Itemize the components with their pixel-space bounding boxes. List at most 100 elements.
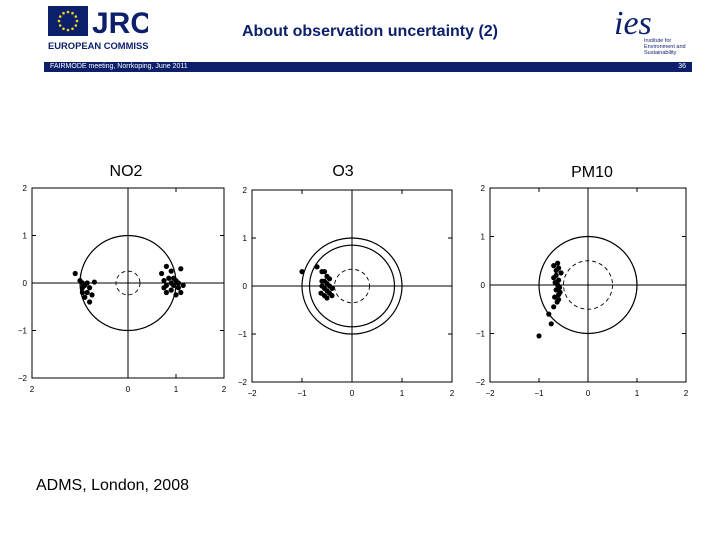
data-point (558, 270, 564, 276)
data-point (79, 280, 85, 286)
data-point (175, 280, 181, 286)
eu-star-icon (62, 11, 65, 15)
data-point (318, 290, 324, 296)
eu-star-icon (74, 24, 78, 27)
x-tick-label: 2 (450, 389, 455, 398)
data-point (329, 285, 335, 291)
data-point (551, 263, 557, 269)
x-tick-label: 1 (174, 385, 179, 394)
y-tick-label: −1 (476, 330, 486, 339)
data-point (87, 285, 93, 291)
x-tick-label: 2 (222, 385, 227, 394)
y-tick-label: −2 (18, 374, 28, 383)
ies-logo-line-1: Institute for (644, 38, 671, 44)
data-point (551, 304, 557, 310)
x-tick-label: −1 (534, 389, 544, 398)
footer-bar: FAIRMODE meeting, Norrkoping, June 2011 … (44, 62, 692, 72)
y-tick-label: 2 (481, 184, 486, 193)
data-point (161, 278, 167, 284)
data-point (168, 268, 174, 274)
data-point (166, 275, 172, 281)
y-tick-label: −1 (238, 330, 248, 339)
data-point (72, 270, 78, 277)
x-tick-label: 2 (684, 389, 689, 398)
data-point (171, 275, 177, 281)
x-tick-label: −2 (247, 389, 257, 398)
data-point (556, 265, 562, 271)
data-point (557, 289, 563, 295)
x-tick-label: 0 (350, 389, 355, 398)
x-tick-label: −2 (485, 389, 495, 398)
data-point (84, 289, 90, 296)
data-point (168, 287, 174, 293)
data-point (299, 269, 305, 275)
target-plot-o3: −2 −1 0 1 2 2 1 0 −1 −2 (238, 186, 455, 398)
data-point (161, 285, 167, 291)
eu-star-icon (71, 27, 74, 31)
data-point (552, 294, 558, 300)
ies-logo-text: ies (614, 5, 652, 42)
data-point (168, 280, 174, 286)
chart-title-no2: NO2 (109, 163, 143, 180)
target-plot-pm10: −2 −1 0 1 2 2 1 0 −1 −2 (476, 184, 689, 398)
data-point (314, 264, 320, 270)
data-point (324, 281, 330, 287)
y-tick-label: 0 (243, 282, 248, 291)
y-tick-label: 2 (23, 184, 28, 193)
y-tick-label: 0 (481, 281, 486, 290)
ies-logo-line-3: Sustainability (644, 50, 677, 56)
data-point (87, 299, 93, 305)
data-point (324, 295, 330, 301)
eu-star-icon (66, 28, 70, 32)
data-point (555, 260, 561, 266)
data-point (163, 289, 169, 296)
y-tick-label: 1 (243, 234, 248, 243)
x-tick-label: 1 (400, 389, 405, 398)
data-point (180, 282, 186, 288)
x-tick-label: 0 (126, 385, 131, 394)
data-point (91, 279, 97, 285)
data-point (173, 292, 179, 298)
eu-star-icon (62, 27, 65, 31)
x-tick-label: 1 (635, 389, 640, 398)
reference-circle (301, 237, 403, 335)
page-title: About observation uncertainty (2) (241, 23, 499, 40)
data-point (329, 293, 335, 299)
data-point (89, 292, 95, 298)
y-tick-label: 1 (481, 233, 486, 242)
x-tick-label: −1 (297, 389, 307, 398)
data-point (175, 285, 181, 291)
ies-logo-line-2: Environment and (644, 44, 686, 50)
reference-circle (334, 268, 370, 304)
meeting-info: FAIRMODE meeting, Norrkoping, June 2011 (50, 63, 188, 70)
data-point (84, 280, 90, 286)
jrc-logo-subtitle: EUROPEAN COMMISSION (48, 40, 148, 51)
data-point (536, 333, 542, 339)
chart-title-pm10: PM10 (571, 164, 613, 181)
eu-star-icon (58, 24, 62, 27)
data-point (548, 321, 554, 327)
data-point (321, 269, 328, 275)
data-point (319, 283, 325, 289)
eu-star-icon (74, 15, 78, 18)
eu-star-icon (75, 19, 79, 23)
y-tick-label: 0 (23, 279, 28, 288)
data-point (178, 266, 184, 272)
reference-circle (563, 260, 613, 310)
y-tick-label: 2 (243, 186, 248, 195)
slide-header: JRC EUROPEAN COMMISSION About observatio… (0, 0, 720, 62)
data-point (163, 263, 169, 269)
jrc-logo: JRC EUROPEAN COMMISSION (48, 6, 148, 51)
ies-logo: ies Institute for Environment and Sustai… (614, 5, 686, 56)
data-point (326, 276, 333, 282)
x-tick-label: 2 (30, 385, 35, 394)
page-number: 36 (678, 63, 686, 70)
y-tick-label: −2 (476, 378, 486, 387)
eu-star-icon (71, 11, 74, 15)
data-point (178, 289, 184, 296)
target-plot-no2: 2 0 1 2 2 1 0 −1 −2 (18, 184, 227, 394)
x-tick-label: 0 (586, 389, 591, 398)
y-tick-label: −2 (238, 378, 248, 387)
y-tick-label: −1 (18, 327, 28, 336)
